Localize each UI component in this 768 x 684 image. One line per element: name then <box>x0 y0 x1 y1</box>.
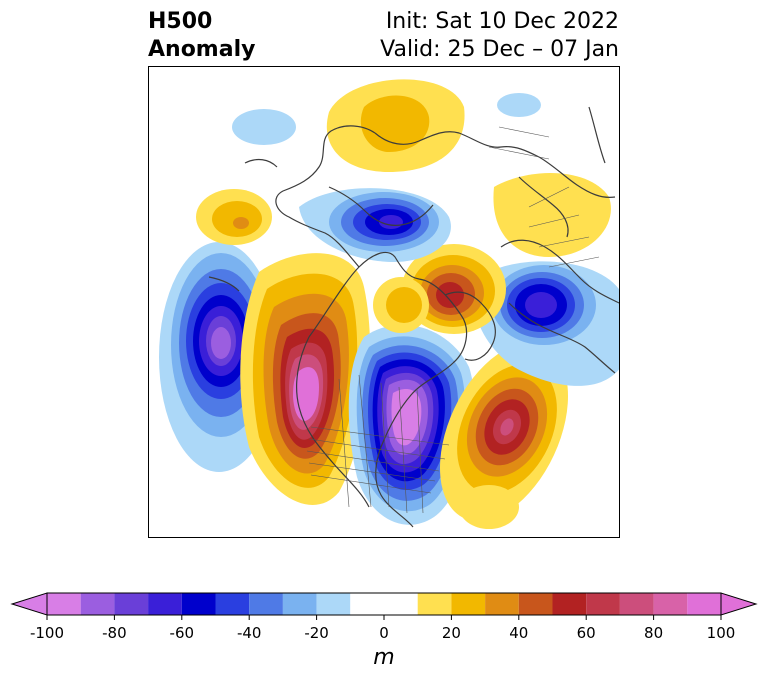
polar-vortex-low <box>299 188 451 262</box>
kamchatka-low <box>232 109 296 145</box>
colorbar-tick-label: 0 <box>379 624 389 642</box>
title-variable: H500 <box>148 9 213 34</box>
colorbar-tick-label: -60 <box>169 624 195 642</box>
colorbar-cell <box>282 593 317 615</box>
colorbar-cell <box>80 593 115 615</box>
colorbar-tick-label: -100 <box>29 624 65 642</box>
colorbar-unit: m <box>373 645 395 670</box>
colorbar-under-arrow <box>10 592 48 616</box>
colorbar-cell <box>485 593 519 615</box>
scandinavia-ridge <box>493 173 611 257</box>
map-title: H500 Anomaly <box>148 8 255 64</box>
colorbar-cell <box>114 593 149 615</box>
title-field: Anomaly <box>148 37 256 62</box>
coastlines <box>208 106 619 528</box>
colorbar-cell <box>586 593 620 615</box>
colorbar-cell <box>148 593 182 615</box>
colorbar-cell <box>417 593 452 615</box>
colorbar-cell <box>249 593 283 615</box>
colorbar <box>10 592 758 620</box>
colorbar-cell <box>451 593 486 615</box>
colorbar-cell <box>350 593 418 615</box>
colorbar-cell <box>619 593 654 615</box>
colorbar-cell <box>552 593 587 615</box>
west-atlantic-ridge-b <box>373 277 429 333</box>
colorbar-cell <box>47 593 81 615</box>
atlantic-southern-ridge <box>459 485 519 529</box>
colorbar-cell <box>518 593 553 615</box>
colorbar-tick-label: -40 <box>236 624 262 642</box>
political-borders <box>306 126 600 514</box>
north-atlantic-ridge <box>439 342 569 522</box>
anomaly-map <box>148 66 620 538</box>
europe-low <box>474 261 619 386</box>
colorbar-tick-label: -80 <box>102 624 127 642</box>
colorbar-tick-label: 80 <box>644 624 664 642</box>
valid-range: Valid: 25 Dec – 07 Jan <box>380 37 619 62</box>
colorbar-cell <box>687 593 721 615</box>
colorbar-cell <box>316 593 351 615</box>
arctic-ridge <box>326 79 465 172</box>
colorbar-cell <box>181 593 216 615</box>
colorbar-tick-label: 100 <box>706 624 736 642</box>
colorbar-tick-label: 40 <box>509 624 529 642</box>
colorbar-tick-label: 20 <box>441 624 461 642</box>
colorbar-over-arrow <box>720 592 758 616</box>
colorbar-tick-label: 60 <box>576 624 596 642</box>
map-dates: Init: Sat 10 Dec 2022 Valid: 25 Dec – 07… <box>380 8 619 64</box>
colorbar-cell <box>215 593 250 615</box>
colorbar-cell <box>653 593 688 615</box>
map-canvas <box>159 79 619 529</box>
colorbar-tick-label: -20 <box>304 624 329 642</box>
aleutian-ridge <box>196 189 272 245</box>
siberian-low <box>497 93 541 117</box>
init-date: Init: Sat 10 Dec 2022 <box>385 9 619 34</box>
colorbar-cells <box>47 593 721 615</box>
western-na-ridge <box>240 253 370 505</box>
